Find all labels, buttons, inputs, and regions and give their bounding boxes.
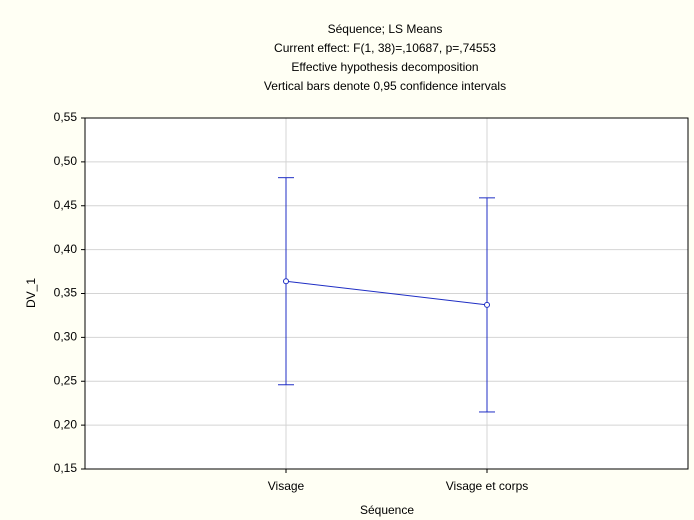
x-axis-label: Séquence (360, 503, 414, 517)
x-tick-label: Visage et corps (446, 479, 529, 493)
y-tick-label: 0,55 (54, 110, 78, 124)
y-tick-label: 0,15 (54, 461, 78, 475)
marker (484, 301, 490, 308)
chart-subtitle: Effective hypothesis decomposition (291, 60, 478, 74)
y-tick-label: 0,30 (54, 330, 78, 344)
chart-title: Séquence; LS Means (328, 22, 443, 36)
y-tick-label: 0,25 (54, 373, 78, 387)
y-tick-label: 0,35 (54, 286, 78, 300)
marker (283, 278, 289, 285)
y-tick-label: 0,20 (54, 417, 78, 431)
y-axis-label: DV_1 (24, 278, 38, 308)
x-tick-label: Visage (268, 479, 305, 493)
y-tick-label: 0,45 (54, 198, 78, 212)
plot-border (84, 117, 689, 470)
y-tick-label: 0,50 (54, 154, 78, 168)
chart-subtitle: Current effect: F(1, 38)=,10687, p=,7455… (274, 41, 496, 55)
chart-subtitle: Vertical bars denote 0,95 confidence int… (264, 79, 506, 93)
y-tick-label: 0,40 (54, 242, 78, 256)
line (285, 280, 488, 306)
